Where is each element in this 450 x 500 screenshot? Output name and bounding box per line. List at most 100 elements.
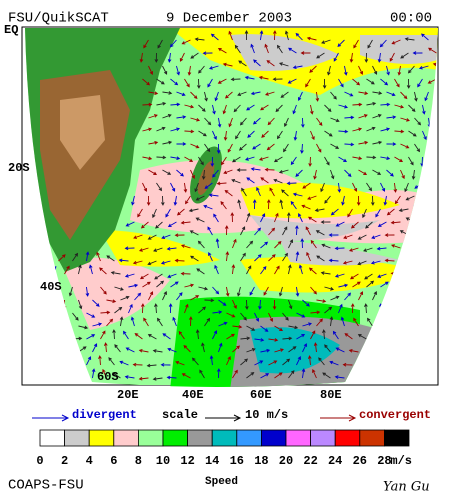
wind-arrow: [224, 225, 229, 236]
wind-arrow: [212, 310, 223, 314]
wind-arrow: [114, 306, 123, 314]
wind-arrow: [310, 330, 316, 340]
wind-arrow: [372, 65, 378, 75]
wind-arrow: [44, 312, 50, 322]
wind-arrow: [302, 322, 312, 327]
wind-arrow: [394, 129, 405, 134]
wind-arrow: [272, 77, 283, 82]
wind-arrow: [195, 217, 205, 223]
wind-arrow: [408, 306, 417, 314]
wind-arrow: [419, 355, 424, 366]
wind-arrow: [322, 372, 331, 379]
wind-arrow: [272, 30, 277, 41]
wind-arrow: [412, 51, 423, 55]
wind-arrow: [350, 221, 359, 229]
wind-arrow: [267, 117, 275, 126]
wind-arrow: [170, 78, 179, 86]
wind-arrow: [254, 254, 262, 262]
wind-arrow: [162, 140, 173, 145]
wind-arrow: [176, 65, 180, 76]
wind-arrow: [176, 142, 187, 146]
wind-arrow: [91, 368, 96, 379]
wind-arrow: [160, 195, 165, 206]
wind-arrow: [423, 213, 429, 223]
wind-arrow: [217, 47, 227, 54]
wind-arrow: [225, 251, 230, 262]
wind-arrow: [427, 368, 431, 379]
wind-arrow: [282, 312, 289, 321]
wind-arrow: [204, 298, 215, 303]
wind-arrow: [358, 140, 369, 145]
wind-arrow: [212, 130, 217, 141]
wind-arrow: [300, 238, 305, 249]
wind-arrow: [176, 91, 186, 97]
colorbar-swatch: [64, 429, 90, 447]
wind-arrow: [442, 325, 450, 328]
wind-arrow: [166, 375, 177, 380]
wind-arrow: [179, 52, 185, 62]
wind-arrow: [352, 102, 363, 107]
wind-arrow: [296, 334, 306, 340]
wind-arrow: [418, 251, 423, 262]
lon-label: 20E: [117, 388, 139, 402]
wind-arrow: [338, 78, 344, 88]
wind-arrow: [284, 30, 289, 41]
wind-arrow: [380, 78, 389, 86]
wind-arrow: [167, 273, 177, 279]
wind-arrow: [342, 260, 353, 265]
wind-arrow: [132, 260, 143, 265]
wind-arrow: [256, 186, 261, 197]
wind-arrow: [254, 227, 262, 236]
wind-arrow: [365, 221, 373, 229]
wind-arrow: [386, 292, 393, 301]
wind-arrow: [230, 77, 241, 82]
wind-arrow: [184, 129, 195, 134]
wind-arrow: [212, 169, 219, 178]
wind-arrow: [408, 286, 419, 291]
wind-arrow: [198, 65, 205, 74]
wind-arrow: [266, 199, 271, 210]
wind-arrow: [214, 264, 219, 275]
wind-arrow: [300, 51, 311, 55]
wind-arrow: [343, 65, 348, 76]
wind-arrow: [235, 130, 241, 140]
wind-arrow: [120, 295, 130, 301]
wind-arrow: [379, 39, 387, 48]
wind-arrow: [288, 370, 295, 379]
wind-arrow: [414, 91, 418, 102]
colorbar-tick: 4: [86, 454, 93, 468]
wind-arrow: [324, 286, 335, 291]
wind-arrow: [316, 117, 323, 126]
wind-arrow: [208, 65, 219, 70]
wind-arrow: [338, 129, 349, 134]
wind-arrow: [258, 75, 269, 80]
wind-arrow: [264, 91, 275, 96]
wind-arrow: [414, 117, 422, 126]
colorbar-tick: 20: [279, 454, 293, 468]
wind-arrow: [290, 156, 297, 166]
wind-arrow: [183, 182, 188, 193]
colorbar-tick: 2: [61, 454, 68, 468]
wind-arrow: [244, 75, 255, 80]
wind-arrow: [208, 193, 219, 197]
wind-arrow: [139, 273, 149, 280]
wind-arrow: [386, 115, 397, 119]
wind-arrow: [278, 286, 283, 297]
wind-arrow: [421, 169, 429, 178]
wind-arrow: [128, 303, 133, 314]
wind-arrow: [147, 234, 157, 240]
wind-arrow: [428, 47, 437, 54]
wind-arrow: [252, 117, 261, 125]
wind-arrow: [195, 329, 200, 340]
wind-arrow: [204, 317, 211, 327]
wind-arrow: [400, 52, 409, 59]
wind-arrow: [72, 312, 79, 321]
wind-arrow: [428, 342, 433, 353]
colorbar-title: Speed: [205, 476, 238, 488]
wind-arrow: [181, 39, 191, 45]
wind-arrow: [201, 342, 205, 353]
wind-arrow: [282, 252, 288, 262]
wind-arrow: [154, 273, 163, 280]
wind-arrow: [249, 286, 255, 296]
wind-arrow: [347, 208, 353, 218]
